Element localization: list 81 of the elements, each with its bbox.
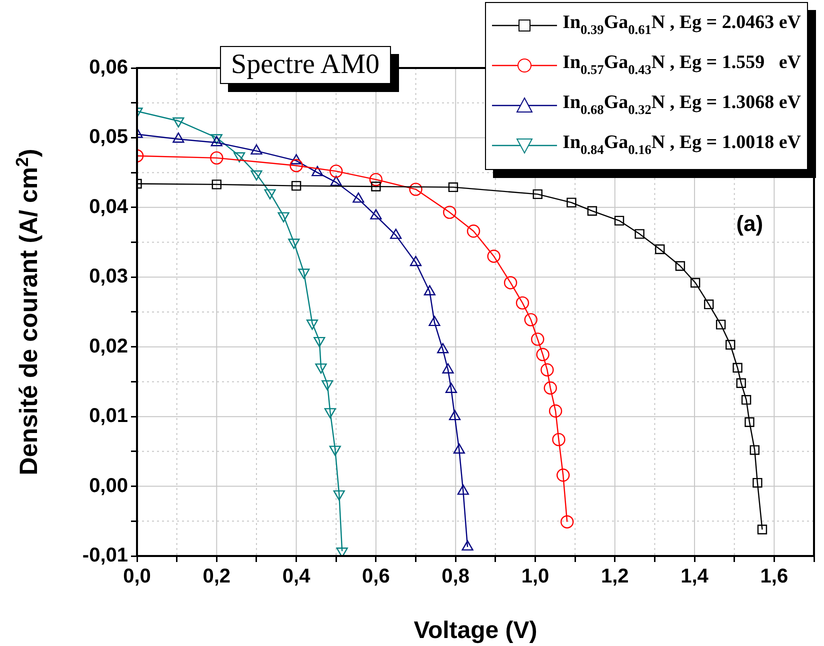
y-tick-label: 0,03 <box>89 266 128 288</box>
point <box>288 238 300 249</box>
point <box>306 320 318 330</box>
point <box>448 182 458 192</box>
point <box>324 408 336 418</box>
y-tick-label: 0,04 <box>89 196 129 218</box>
point <box>466 224 480 238</box>
y-tick-label: 0,02 <box>89 335 128 358</box>
point <box>315 363 327 374</box>
point <box>614 216 624 226</box>
point <box>212 180 222 190</box>
point <box>757 524 768 534</box>
y-tick-label: -0,01 <box>82 544 128 567</box>
y-tick-label: 0,00 <box>89 474 128 497</box>
point <box>540 363 554 376</box>
annotation: (a) <box>736 211 764 238</box>
point <box>314 336 326 348</box>
x-tick-label: 0,8 <box>442 566 470 588</box>
point <box>716 320 726 330</box>
point <box>250 144 262 155</box>
x-tick-label: 1,6 <box>760 566 788 588</box>
point <box>443 206 456 219</box>
point <box>675 261 686 271</box>
x-axis-title: Voltage (V) <box>414 617 538 645</box>
annotation: Spectre AM0 <box>220 46 391 84</box>
x-tick-label: 0,4 <box>282 566 312 588</box>
point <box>333 490 345 501</box>
point <box>298 268 310 279</box>
point <box>548 404 562 418</box>
point <box>552 432 566 446</box>
point <box>556 468 570 482</box>
point <box>290 154 302 164</box>
point <box>752 478 762 488</box>
x-tick-label: 0,0 <box>123 566 151 588</box>
point <box>690 278 700 288</box>
point <box>210 151 224 165</box>
point <box>234 152 246 162</box>
point <box>278 212 290 222</box>
x-tick-label: 1,0 <box>521 566 550 588</box>
point <box>516 296 530 310</box>
point <box>329 446 341 456</box>
point <box>264 189 276 200</box>
legend-label: In$_{0.68}$Ga$_{0.32}$N , Eg = 1.3068 eV <box>562 92 801 118</box>
point <box>504 276 518 290</box>
point <box>371 182 381 192</box>
legend-label: In$_{0.39}$Ga$_{0.61}$N , Eg = 2.0463 eV <box>562 12 801 38</box>
y-tick-label: 0,01 <box>89 405 128 428</box>
point <box>336 548 348 556</box>
point <box>536 348 550 362</box>
point <box>587 206 598 216</box>
point <box>524 313 538 326</box>
point <box>750 445 760 455</box>
y-tick-label: 0,06 <box>89 56 128 79</box>
point <box>560 515 574 528</box>
x-tick-label: 1,4 <box>680 566 710 588</box>
point <box>330 164 343 178</box>
x-tick-label: 0,6 <box>362 566 390 588</box>
point <box>409 182 422 196</box>
point <box>369 172 383 186</box>
y-tick-label: 0,05 <box>89 126 128 148</box>
point <box>704 299 714 310</box>
point <box>531 332 544 346</box>
x-tick-label: 0,2 <box>202 566 231 588</box>
point <box>291 180 302 191</box>
point <box>634 229 644 239</box>
point <box>532 189 542 200</box>
point <box>732 362 742 373</box>
point <box>726 340 736 350</box>
point <box>290 159 303 172</box>
point <box>487 250 500 263</box>
point <box>566 198 576 208</box>
point <box>744 417 754 427</box>
point <box>655 244 665 254</box>
point <box>736 378 746 388</box>
point <box>322 380 334 390</box>
x-tick-label: 1,2 <box>600 566 629 588</box>
point <box>544 381 557 395</box>
legend-label: In$_{0.57}$Ga$_{0.43}$N , Eg = 1.559 eV <box>562 52 801 78</box>
legend-label: In$_{0.84}$Ga$_{0.16}$N , Eg = 1.0018 eV <box>562 132 801 158</box>
point <box>741 395 752 405</box>
point <box>172 132 184 143</box>
